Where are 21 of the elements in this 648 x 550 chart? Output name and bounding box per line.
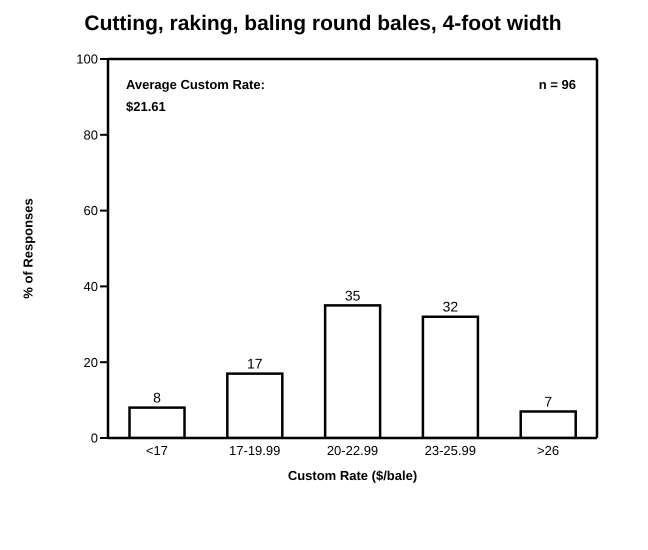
x-tick-label: 17-19.99: [229, 443, 280, 458]
y-tick-label: 40: [84, 279, 98, 294]
annotation: n = 96: [538, 76, 576, 94]
x-axis-title: Custom Rate ($/bale): [288, 468, 418, 483]
y-tick-label: 60: [84, 203, 98, 218]
y-tick-label: 100: [76, 52, 98, 67]
data-label: 8: [153, 390, 162, 406]
annotation: Average Custom Rate: $21.61: [126, 76, 266, 116]
x-tick-label: 23-25.99: [424, 443, 476, 458]
y-axis-title: % of Responses: [20, 198, 36, 299]
x-tick-label: >26: [537, 443, 560, 458]
y-tick-label: 80: [84, 127, 98, 142]
x-tick-label: <17: [146, 443, 168, 458]
data-label: 35: [344, 287, 361, 304]
data-label: 7: [544, 393, 552, 410]
x-tick-label: 20-22.99: [326, 443, 378, 458]
data-label: 32: [442, 298, 458, 315]
chart-title: Cutting, raking, baling round bales, 4-foot width: [83, 12, 563, 36]
y-tick-label: 20: [84, 354, 98, 370]
y-tick-label: 0: [90, 430, 98, 446]
data-label: 17: [247, 356, 263, 372]
